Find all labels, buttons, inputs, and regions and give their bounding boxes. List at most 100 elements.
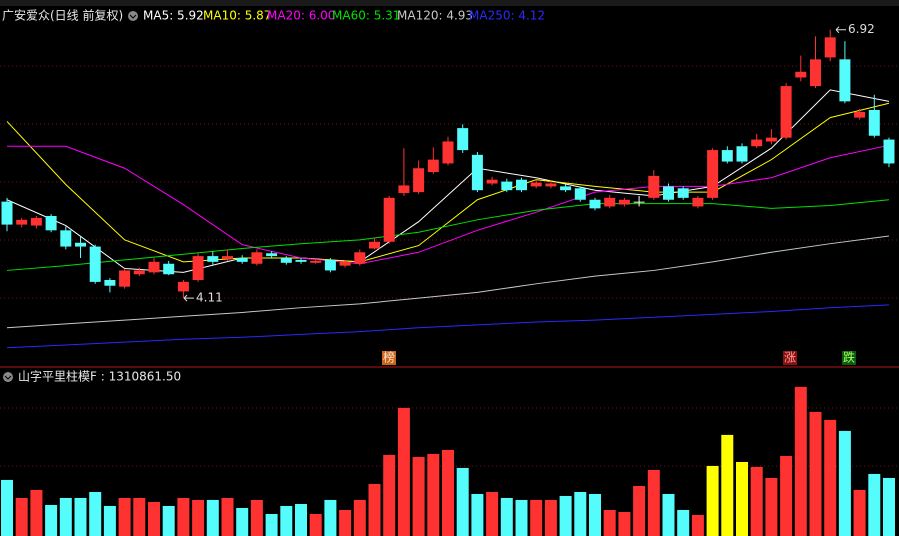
volume-bar xyxy=(427,453,440,536)
candle-body xyxy=(618,199,630,205)
candle-body xyxy=(677,188,689,198)
volume-bar xyxy=(603,509,616,536)
candle-body xyxy=(177,281,189,292)
legend-entry: MA60: 5.31 xyxy=(332,9,400,23)
candle-body xyxy=(251,252,263,264)
candle-body xyxy=(516,179,527,191)
volume-bar xyxy=(45,504,58,536)
volume-bar xyxy=(838,430,851,536)
candle-body xyxy=(89,246,101,282)
legend-entry: MA20: 6.00 xyxy=(267,9,335,23)
candle-body xyxy=(354,252,366,264)
event-marker-bg xyxy=(783,351,797,365)
annotation-label: 6.92 xyxy=(848,22,875,36)
volume-bar xyxy=(1,479,13,536)
event-marker: 跌 xyxy=(843,350,855,365)
volume-bar xyxy=(794,386,807,536)
volume-bar xyxy=(780,455,793,536)
candle-body xyxy=(222,256,233,259)
ma-line xyxy=(7,144,890,265)
candle-body xyxy=(45,215,57,231)
candle-body xyxy=(310,260,322,263)
candle-body xyxy=(574,188,586,200)
volume-bar xyxy=(809,411,822,536)
volume-bar xyxy=(177,497,190,536)
candle-body xyxy=(501,181,513,191)
candle-body xyxy=(589,199,601,209)
annotation-arrow xyxy=(835,26,846,34)
candle-body xyxy=(295,259,307,262)
volume-bar xyxy=(74,497,87,536)
volume-bar xyxy=(486,491,499,536)
volume-bar xyxy=(500,497,513,536)
toolbar xyxy=(0,0,899,6)
candle-body xyxy=(119,270,131,287)
volume-bar xyxy=(118,497,131,536)
volume-bar xyxy=(633,485,646,536)
volume-bar xyxy=(103,505,116,536)
candle-body xyxy=(104,279,116,286)
volume-bar xyxy=(368,483,381,536)
settings-icon[interactable] xyxy=(3,372,13,382)
candle-body xyxy=(604,197,616,207)
event-marker: 涨 xyxy=(784,350,796,365)
candle-body xyxy=(1,201,13,225)
candle-body xyxy=(545,183,557,187)
volume-bar xyxy=(750,466,763,536)
indicator-title: 山字平里柱模F : 1310861.50 xyxy=(18,369,181,384)
candle-body xyxy=(721,150,733,162)
candle-body xyxy=(883,139,895,164)
volume-bar xyxy=(824,419,837,536)
volume-bar xyxy=(133,497,146,536)
volume-bar xyxy=(559,495,572,536)
candle-body xyxy=(369,241,380,249)
candle-body xyxy=(765,137,777,142)
candle-body xyxy=(236,258,248,262)
volume-bar xyxy=(295,503,307,536)
volume-bar xyxy=(589,493,601,536)
volume-bar xyxy=(59,497,72,536)
volume-bar xyxy=(162,505,175,536)
volume-bar xyxy=(883,477,895,536)
annotation-label: 4.11 xyxy=(196,291,223,305)
candle-body xyxy=(442,141,454,164)
volume-bar xyxy=(765,477,778,536)
settings-icon[interactable] xyxy=(128,11,138,21)
volume-bar xyxy=(324,499,337,536)
event-marker-bg xyxy=(382,351,396,365)
volume-bar xyxy=(89,491,102,536)
volume-bar xyxy=(574,491,587,536)
candle-body xyxy=(868,109,880,136)
candle-body xyxy=(692,197,704,207)
volume-bar xyxy=(691,514,704,536)
volume-bar xyxy=(397,407,410,536)
candle-body xyxy=(663,186,674,200)
volume-bar xyxy=(647,469,660,536)
candle-body xyxy=(486,179,498,184)
candle-body xyxy=(413,168,425,193)
candle-body xyxy=(810,59,821,87)
settings-icon-arrow xyxy=(129,14,137,19)
volume-bar xyxy=(148,501,160,536)
volume-bar xyxy=(250,499,263,536)
candle-body xyxy=(780,86,792,138)
candle-body xyxy=(854,111,866,118)
volume-bar xyxy=(721,434,734,536)
candle-body xyxy=(736,146,748,162)
candle-body xyxy=(30,217,42,226)
candle-body xyxy=(560,186,572,191)
ma-line xyxy=(6,102,890,263)
candle-body xyxy=(207,256,219,262)
volume-bar xyxy=(618,511,631,536)
candle-body xyxy=(339,261,351,266)
settings-icon-arrow xyxy=(4,375,12,380)
volume-bar xyxy=(677,509,690,536)
volume-bar xyxy=(339,509,352,536)
candle-body xyxy=(133,270,145,275)
volume-bar xyxy=(30,489,43,536)
candle-body xyxy=(60,230,72,247)
candle-body xyxy=(163,263,175,275)
candle-body xyxy=(427,159,439,173)
